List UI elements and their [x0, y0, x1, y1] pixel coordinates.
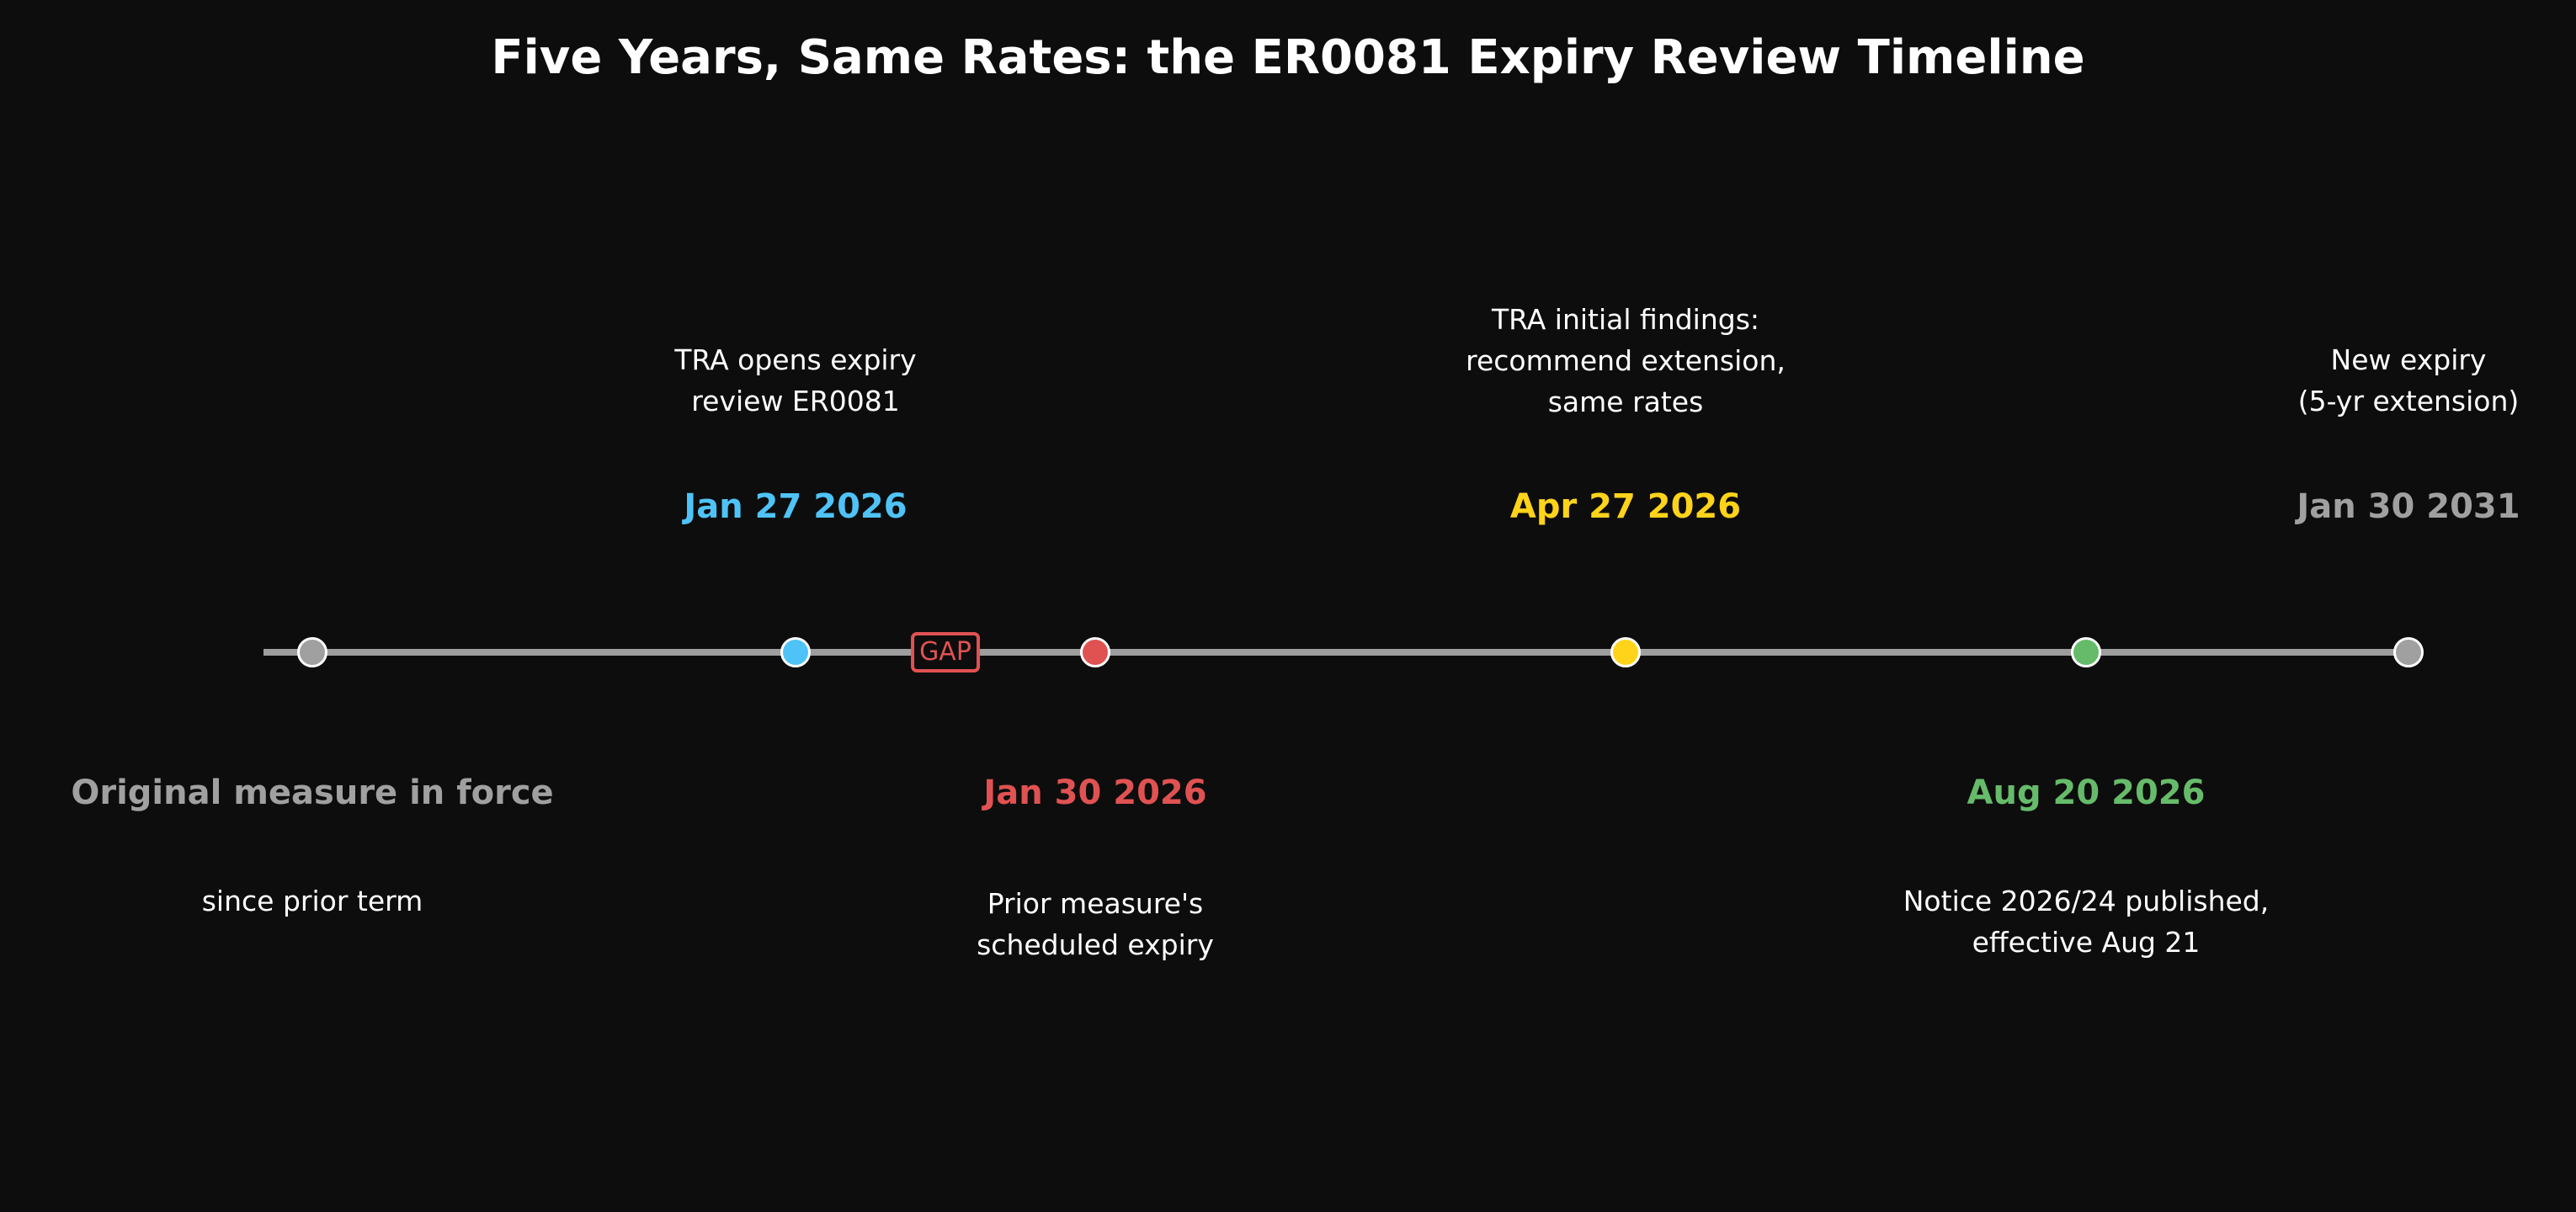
event-marker-prior-expiry — [1080, 637, 1110, 667]
event-desc-original: since prior term — [201, 885, 423, 917]
event-date-original: Original measure in force — [71, 773, 554, 812]
event-desc-new-expiry: New expiry (5-yr extension) — [2297, 343, 2520, 417]
event-date-prior-expiry: Jan 30 2026 — [983, 773, 1207, 812]
event-marker-initial-findings — [1610, 637, 1641, 667]
event-marker-new-expiry — [2393, 637, 2424, 667]
gap-badge: GAP — [911, 632, 980, 672]
event-marker-review-opens — [780, 637, 811, 667]
event-desc-prior-expiry: Prior measure's scheduled expiry — [977, 887, 1214, 961]
event-date-review-opens: Jan 27 2026 — [684, 487, 907, 526]
event-marker-notice-published — [2071, 637, 2101, 667]
event-desc-initial-findings: TRA initial findings: recommend extensio… — [1466, 303, 1786, 418]
event-date-notice-published: Aug 20 2026 — [1967, 773, 2206, 812]
chart-title: Five Years, Same Rates: the ER0081 Expir… — [491, 30, 2085, 85]
event-desc-notice-published: Notice 2026/24 published, effective Aug … — [1903, 885, 2270, 959]
timeline-axis — [263, 649, 2408, 656]
event-marker-original — [297, 637, 327, 667]
event-date-new-expiry: Jan 30 2031 — [2297, 487, 2520, 526]
event-desc-review-opens: TRA opens expiry review ER0081 — [674, 343, 917, 417]
event-date-initial-findings: Apr 27 2026 — [1509, 487, 1742, 526]
